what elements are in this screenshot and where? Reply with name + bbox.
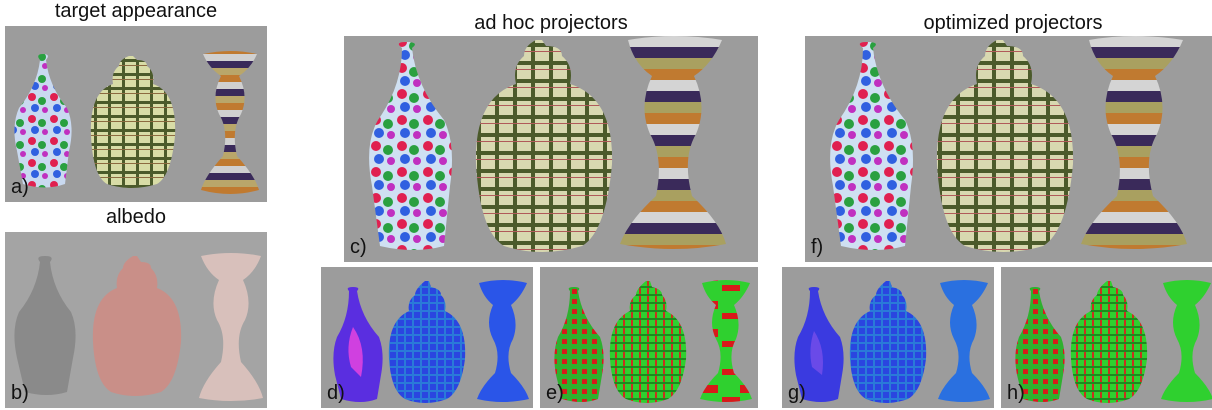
heading-target-appearance: target appearance <box>54 0 218 22</box>
optimized-vases-image <box>830 36 1187 252</box>
panel-label-e: e) <box>546 382 564 404</box>
panel-label-a: a) <box>11 176 29 198</box>
panel-b-albedo: b) <box>5 232 267 408</box>
panel-label-b: b) <box>11 382 29 404</box>
heading-ad-hoc-projectors: ad hoc projectors <box>474 12 628 34</box>
albedo-vases-image <box>14 253 263 401</box>
optimized-blue-map-image <box>794 280 990 403</box>
adhoc-blue-map-image <box>333 280 529 403</box>
panel-label-d: d) <box>327 382 345 404</box>
panel-h-green-map: h) <box>1001 267 1212 408</box>
panel-e-green-map: e) <box>540 267 758 408</box>
panel-label-g: g) <box>788 382 806 404</box>
adhoc-green-map-image <box>554 280 752 403</box>
target-vases-image <box>14 51 259 194</box>
heading-optimized-projectors: optimized projectors <box>923 12 1103 34</box>
panel-label-h: h) <box>1007 382 1025 404</box>
optimized-green-map-image <box>1015 280 1212 403</box>
heading-albedo: albedo <box>105 206 167 228</box>
panel-d-blue-map: d) <box>321 267 533 408</box>
panel-f-optimized: f) <box>805 36 1212 262</box>
panel-label-c: c) <box>350 236 367 258</box>
panel-label-f: f) <box>811 236 824 258</box>
adhoc-vases-image <box>369 36 726 252</box>
panel-g-blue-map: g) <box>782 267 994 408</box>
panel-a-target: a) <box>5 26 267 202</box>
panel-c-adhoc: c) <box>344 36 758 262</box>
